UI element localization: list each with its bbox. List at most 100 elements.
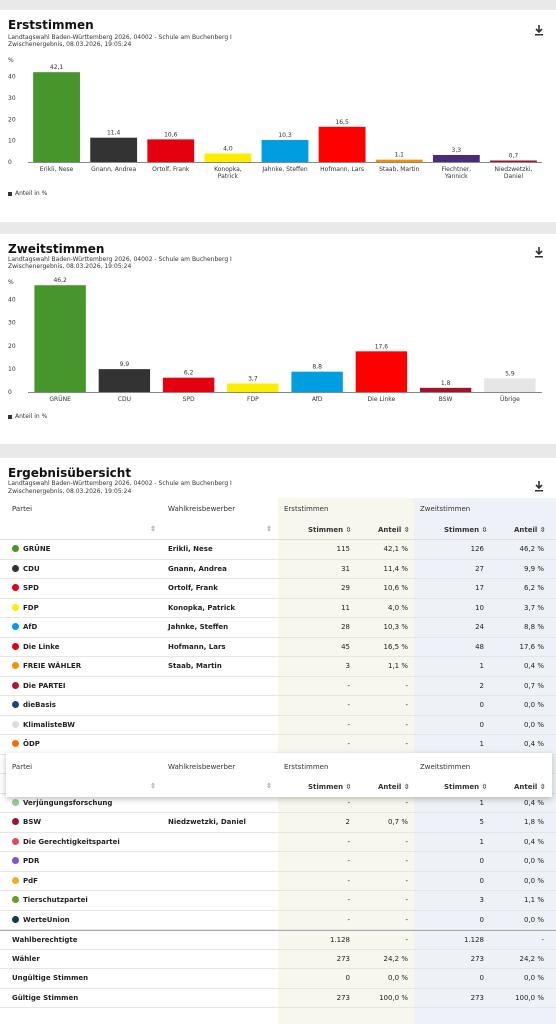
x-tick-label: Erikli, Nese bbox=[40, 166, 74, 173]
data-label: 8,8 bbox=[312, 364, 322, 371]
sort-partei-icon[interactable]: ⇳ bbox=[150, 525, 156, 533]
zweit-anteil-cell: 0,7 % bbox=[523, 681, 544, 690]
ergebnis-subtitle: Landtagswahl Baden-Württemberg 2026, 040… bbox=[8, 480, 232, 487]
erst-anteil-cell: 24,2 % bbox=[383, 954, 408, 963]
party-cell: Die Gerechtigkeitspartei bbox=[12, 833, 120, 853]
y-tick-label: 30 bbox=[8, 95, 16, 102]
bar bbox=[419, 387, 472, 392]
erst-anteil-cell: - bbox=[405, 798, 408, 807]
bar bbox=[33, 72, 80, 162]
table-row: KlimalisteBW - - 0 0,0 % bbox=[0, 716, 556, 735]
candidate-cell: Erikli, Nese bbox=[168, 545, 213, 553]
erst-stimmen-cell: 2 bbox=[345, 818, 350, 826]
erst-anteil-cell: 11,4 % bbox=[383, 564, 408, 573]
candidate-cell: Niedzwetzki, Daniel bbox=[168, 818, 246, 826]
header-zweit-stimmen[interactable]: Stimmen ⇳ bbox=[444, 526, 488, 534]
erst-anteil-cell: 1,1 % bbox=[387, 662, 408, 670]
table-row: Tierschutzpartei - - 3 1,1 % bbox=[0, 891, 556, 911]
erststimmen-status: Zwischenergebnis, 08.03.2026, 19:05:24 bbox=[8, 41, 132, 48]
sticky-erst-stimmen-label: Stimmen bbox=[308, 783, 344, 791]
sticky-erst-anteil-label: Anteil bbox=[378, 783, 402, 791]
data-label: 3,7 bbox=[248, 375, 258, 382]
sticky-header-erst-stimmen[interactable]: Stimmen ⇳ bbox=[308, 783, 352, 791]
summary-row: Ungültige Stimmen 0 0,0 % 0 0,0 % bbox=[0, 969, 556, 989]
erst-anteil-cell: - bbox=[405, 720, 408, 729]
bar bbox=[355, 351, 408, 392]
download-icon[interactable] bbox=[534, 480, 544, 492]
party-name: dieBasis bbox=[23, 701, 56, 709]
erst-stimmen-cell: - bbox=[347, 915, 350, 924]
data-label: 10,3 bbox=[278, 132, 292, 139]
erst-anteil-cell: - bbox=[405, 701, 408, 709]
sticky-sort-partei-icon[interactable]: ⇳ bbox=[150, 782, 156, 790]
sticky-sort-bewerber-icon[interactable]: ⇳ bbox=[266, 782, 272, 790]
summary-label: Wähler bbox=[12, 954, 40, 963]
party-color-dot bbox=[12, 701, 19, 708]
x-tick-label: GRÜNE bbox=[49, 396, 71, 403]
x-tick-label: Hofmann, Lars bbox=[320, 166, 364, 173]
sticky-header-zweit-anteil[interactable]: Anteil ⇳ bbox=[514, 783, 546, 791]
data-label: 4,0 bbox=[223, 145, 233, 152]
zweit-stimmen-cell: 1 bbox=[479, 662, 484, 670]
bar bbox=[227, 383, 279, 392]
data-label: 11,4 bbox=[107, 130, 121, 137]
table-row: Die Linke Hofmann, Lars 45 16,5 % 48 17,6 % bbox=[0, 638, 556, 658]
header-zweit-anteil[interactable]: Anteil ⇳ bbox=[514, 526, 546, 534]
data-label: 3,3 bbox=[452, 147, 462, 154]
data-label: 46,2 bbox=[53, 277, 67, 284]
table-row: BSW Niedzwetzki, Daniel 2 0,7 % 5 1,8 % bbox=[0, 813, 556, 833]
summary-row: Gültige Stimmen 273 100,0 % 273 100,0 % bbox=[0, 989, 556, 1008]
download-icon[interactable] bbox=[534, 24, 544, 36]
header-erst-anteil[interactable]: Anteil ⇳ bbox=[378, 526, 410, 534]
zweitstimmen-title: Zweitstimmen bbox=[8, 242, 105, 256]
zweit-stimmen-cell: 1.128 bbox=[463, 936, 484, 944]
party-cell: PdF bbox=[12, 872, 38, 892]
erst-anteil-cell: - bbox=[405, 681, 408, 690]
zweitstimmen-card: Zweitstimmen Landtagswahl Baden-Württemb… bbox=[0, 234, 556, 444]
bar bbox=[291, 371, 343, 392]
party-name: PDR bbox=[23, 857, 40, 865]
table-row: ÖDP - - 1 0,4 % bbox=[0, 735, 556, 755]
y-tick-label: 40 bbox=[8, 74, 16, 81]
header-erst-stimmen[interactable]: Stimmen ⇳ bbox=[308, 526, 352, 534]
party-name: KlimalisteBW bbox=[23, 720, 75, 729]
bar bbox=[98, 369, 151, 392]
party-name: Die Linke bbox=[23, 642, 60, 651]
legend-swatch bbox=[8, 191, 12, 196]
data-label: 0,7 bbox=[509, 153, 519, 160]
zweit-stimmen-cell: 0 bbox=[479, 915, 484, 924]
bar bbox=[318, 126, 366, 162]
bar bbox=[162, 377, 215, 392]
y-tick-label: 20 bbox=[8, 343, 16, 350]
party-cell: FREIE WÄHLER bbox=[12, 657, 81, 677]
data-label: 10,6 bbox=[164, 131, 178, 138]
party-color-dot bbox=[12, 857, 19, 864]
party-color-dot bbox=[12, 681, 19, 689]
zweitstimmen-subtitle: Landtagswahl Baden-Württemberg 2026, 040… bbox=[8, 256, 232, 263]
zweitstimmen-chart: % 0 10 20 30 40 46,2 GRÜNE 9,9 CDU 6,2 SPD 3,7 FDP 8,8… bbox=[8, 277, 542, 403]
x-tick-label: Patrick bbox=[218, 173, 239, 180]
erst-stimmen-cell: - bbox=[347, 896, 350, 904]
zweit-stimmen-cell: 273 bbox=[470, 993, 484, 1002]
download-icon[interactable] bbox=[534, 246, 544, 258]
zweit-anteil-cell: 0,0 % bbox=[523, 876, 544, 885]
table-row: WerteUnion - - 0 0,0 % bbox=[0, 911, 556, 931]
erst-stimmen-cell: - bbox=[347, 740, 350, 748]
y-tick-label: 0 bbox=[8, 159, 12, 166]
erst-stimmen-cell: 29 bbox=[341, 584, 350, 592]
x-tick-label: Yannick bbox=[444, 173, 468, 180]
sticky-header-erst-anteil[interactable]: Anteil ⇳ bbox=[378, 783, 410, 791]
erst-stimmen-cell: 28 bbox=[341, 623, 350, 631]
erst-stimmen-cell: - bbox=[347, 701, 350, 709]
party-name: ÖDP bbox=[23, 740, 40, 748]
sort-bewerber-icon[interactable]: ⇳ bbox=[266, 525, 272, 533]
party-cell: SPD bbox=[12, 579, 39, 599]
zweit-anteil-cell: - bbox=[541, 936, 544, 944]
zweit-stimmen-cell: 24 bbox=[475, 623, 484, 631]
party-cell: Die Linke bbox=[12, 638, 59, 658]
erst-anteil-cell: - bbox=[405, 740, 408, 748]
sticky-header-zweit-stimmen[interactable]: Stimmen ⇳ bbox=[444, 783, 488, 791]
erst-anteil-cell: 10,6 % bbox=[383, 584, 408, 592]
summary-label: Wahlberechtigte bbox=[12, 936, 78, 944]
party-cell: WerteUnion bbox=[12, 911, 70, 931]
